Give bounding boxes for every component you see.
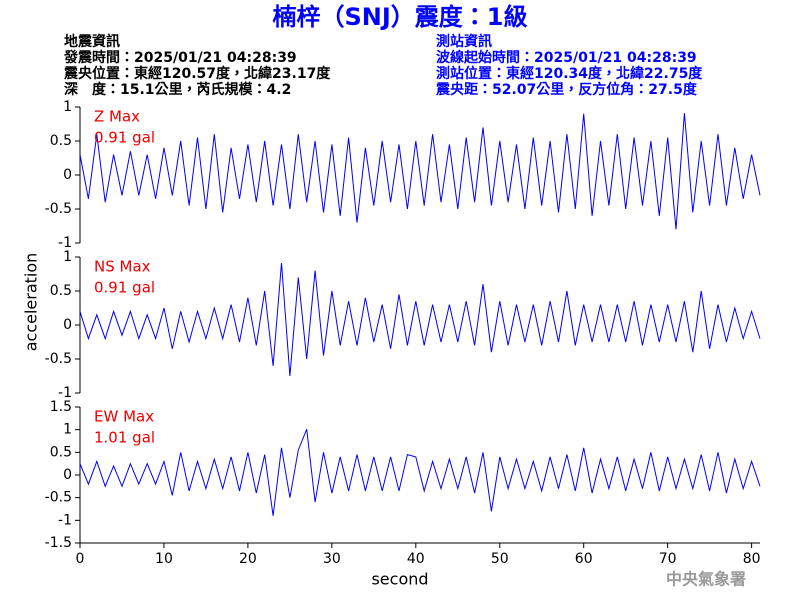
y-tick-label: -1 [58, 512, 72, 528]
y-tick-label: -0.5 [45, 351, 72, 367]
x-tick-label: 70 [659, 551, 677, 567]
max-label: 0.91 gal [94, 129, 155, 147]
y-tick-label: -1 [58, 385, 72, 401]
y-tick-label: -1 [58, 235, 72, 251]
y-tick-label: 0 [63, 317, 72, 333]
waveform [79, 113, 761, 230]
y-tick-label: -0.5 [45, 490, 72, 506]
y-tick-label: -0.5 [45, 201, 72, 217]
x-tick-label: 30 [323, 551, 341, 567]
y-axis-title: acceleration [22, 253, 41, 352]
y-tick-label: 1.5 [50, 399, 72, 415]
station-info: 測站資訊 [436, 33, 492, 50]
x-tick-label: 10 [155, 551, 173, 567]
waveform [79, 429, 761, 516]
x-tick-label: 20 [239, 551, 257, 567]
max-label: 0.91 gal [94, 279, 155, 297]
y-tick-label: 1 [63, 249, 72, 265]
event-info: 地震資訊 [64, 33, 120, 50]
component-label: NS Max [94, 258, 151, 276]
y-tick-label: 1 [63, 99, 72, 115]
y-tick-label: 0 [63, 167, 72, 183]
max-label: 1.01 gal [94, 429, 155, 447]
component-label: EW Max [94, 408, 154, 426]
y-tick-label: 0.5 [50, 283, 72, 299]
x-tick-label: 80 [743, 551, 761, 567]
x-tick-label: 50 [491, 551, 509, 567]
y-tick-label: 0.5 [50, 444, 72, 460]
x-axis-title: second [371, 570, 428, 589]
event-info: 發震時間：2025/01/21 04:28:39 [63, 49, 297, 66]
station-info: 震央距：52.07公里，反方位角：27.5度 [435, 81, 698, 98]
station-info: 測站位置：東經120.34度，北緯22.75度 [436, 65, 703, 82]
x-tick-label: 40 [407, 551, 425, 567]
x-tick-label: 0 [76, 551, 85, 567]
credit: 中央氣象署 [666, 570, 746, 589]
waveform [79, 263, 761, 377]
component-label: Z Max [94, 108, 140, 126]
event-info: 深 度：15.1公里，芮氏規模：4.2 [64, 81, 291, 98]
title: 楠梓（SNJ）震度：1級 [273, 3, 528, 31]
station-info: 波線起始時間：2025/01/21 04:28:39 [436, 49, 697, 66]
x-tick-label: 60 [575, 551, 593, 567]
y-tick-label: 1 [63, 422, 72, 438]
event-info: 震央位置：東經120.57度，北緯23.17度 [63, 65, 331, 82]
y-tick-label: -1.5 [45, 535, 72, 551]
y-tick-label: 0 [63, 467, 72, 483]
y-tick-label: 0.5 [50, 133, 72, 149]
